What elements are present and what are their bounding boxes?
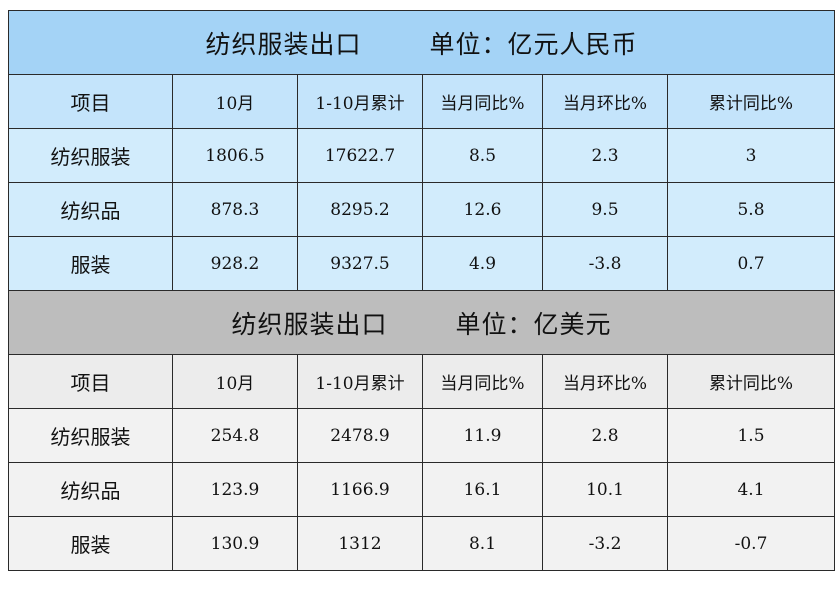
table-cell: 928.2: [172, 236, 298, 291]
table-usd-header-row: 项目 10月 1-10月累计 当月同比% 当月环比% 累计同比%: [8, 354, 836, 409]
row-label: 纺织品: [8, 462, 173, 517]
table-row: 纺织品 878.3 8295.2 12.6 9.5 5.8: [8, 182, 835, 237]
column-header: 当月环比%: [542, 74, 668, 129]
table-cell: 4.1: [666, 462, 836, 517]
column-header: 累计同比%: [666, 354, 836, 409]
table-row: 服装 928.2 9327.5 4.9 -3.8 0.7: [8, 236, 835, 291]
table-cell: 1312: [297, 516, 423, 571]
table-cell: -3.2: [542, 516, 668, 571]
row-label: 纺织服装: [8, 408, 173, 463]
table-usd-title-row: 纺织服装出口 单位：亿美元: [7, 290, 836, 355]
table-cell: 130.9: [172, 516, 298, 571]
column-header: 累计同比%: [667, 74, 835, 129]
table-cell: 2.3: [542, 128, 668, 183]
column-header: 10月: [172, 74, 298, 129]
table-cell: 878.3: [172, 182, 298, 237]
table-cell: 4.9: [422, 236, 543, 291]
table-cell: 8.1: [422, 516, 543, 571]
table-cell: 3: [667, 128, 835, 183]
row-label: 纺织品: [8, 182, 173, 237]
column-header: 项目: [8, 354, 173, 409]
table-rmb: 纺织服装出口 单位：亿元人民币 项目 10月 1-10月累计 当月同比% 当月环比…: [8, 10, 835, 291]
table-cell: 8295.2: [297, 182, 423, 237]
table-rmb-unit: 单位：亿元人民币: [429, 29, 638, 59]
column-header: 当月环比%: [542, 354, 668, 409]
table-row: 服装 130.9 1312 8.1 -3.2 -0.7: [8, 516, 836, 571]
column-header: 1-10月累计: [297, 74, 423, 129]
table-usd-title-cell: 纺织服装出口 单位：亿美元: [7, 290, 836, 355]
column-header: 10月: [172, 354, 298, 409]
table-usd-unit: 单位：亿美元: [455, 309, 612, 339]
column-header: 当月同比%: [422, 74, 543, 129]
table-usd: 纺织服装出口 单位：亿美元 项目 10月 1-10月累计 当月同比% 当月环比% …: [7, 290, 836, 571]
table-rmb-title-cell: 纺织服装出口 单位：亿元人民币: [8, 10, 835, 75]
table-cell: 0.7: [667, 236, 835, 291]
table-cell: 12.6: [422, 182, 543, 237]
table-cell: 17622.7: [297, 128, 423, 183]
column-header: 项目: [8, 74, 173, 129]
row-label: 服装: [8, 236, 173, 291]
table-cell: 9.5: [542, 182, 668, 237]
row-label: 纺织服装: [8, 128, 173, 183]
table-row: 纺织服装 254.8 2478.9 11.9 2.8 1.5: [8, 408, 836, 463]
table-cell: -3.8: [542, 236, 668, 291]
table-cell: 16.1: [422, 462, 543, 517]
table-cell: -0.7: [666, 516, 836, 571]
table-cell: 2.8: [542, 408, 668, 463]
table-cell: 8.5: [422, 128, 543, 183]
column-header: 当月同比%: [422, 354, 543, 409]
table-cell: 1806.5: [172, 128, 298, 183]
table-rmb-header-row: 项目 10月 1-10月累计 当月同比% 当月环比% 累计同比%: [8, 74, 835, 129]
export-tables: 纺织服装出口 单位：亿元人民币 项目 10月 1-10月累计 当月同比% 当月环比…: [7, 10, 836, 571]
table-rmb-title: 纺织服装出口: [205, 29, 362, 59]
table-row: 纺织品 123.9 1166.9 16.1 10.1 4.1: [8, 462, 836, 517]
table-row: 纺织服装 1806.5 17622.7 8.5 2.3 3: [8, 128, 835, 183]
table-cell: 1.5: [666, 408, 836, 463]
table-usd-title: 纺织服装出口: [231, 309, 388, 339]
table-cell: 10.1: [542, 462, 668, 517]
table-cell: 2478.9: [297, 408, 423, 463]
table-cell: 254.8: [172, 408, 298, 463]
column-header: 1-10月累计: [297, 354, 423, 409]
table-rmb-title-row: 纺织服装出口 单位：亿元人民币: [8, 10, 835, 75]
table-cell: 9327.5: [297, 236, 423, 291]
table-cell: 11.9: [422, 408, 543, 463]
row-label: 服装: [8, 516, 173, 571]
table-cell: 1166.9: [297, 462, 423, 517]
table-cell: 123.9: [172, 462, 298, 517]
table-cell: 5.8: [667, 182, 835, 237]
